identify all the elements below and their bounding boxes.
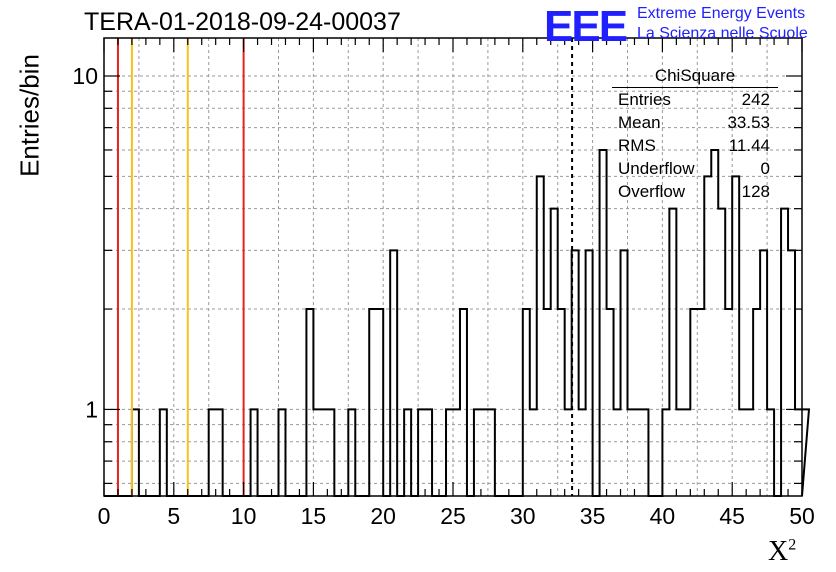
x-tick-label: 35	[580, 503, 606, 529]
x-axis-label-superscript: 2	[788, 536, 797, 554]
logo-caption-line2: La Scienza nelle Scuole	[637, 25, 808, 42]
stats-box-title: ChiSquare	[612, 66, 778, 88]
x-tick-label: 15	[301, 503, 327, 529]
histogram-outline	[104, 148, 811, 497]
stats-label: RMS	[618, 136, 656, 155]
logo-caption: Extreme Energy Events La Scienza nelle S…	[637, 4, 808, 44]
x-axis-label-base: X	[768, 536, 789, 567]
logo-caption-line1: Extreme Energy Events	[637, 5, 806, 22]
x-tick-label: 30	[510, 503, 536, 529]
stats-label: Entries	[618, 90, 671, 109]
x-tick-label: 10	[231, 503, 257, 529]
stats-label: Overflow	[618, 182, 686, 201]
stats-row-entries: Entries 242	[612, 88, 782, 111]
x-tick-label: 0	[98, 503, 111, 529]
eee-logo: EEE	[544, 2, 628, 51]
stats-value: 242	[741, 90, 770, 109]
stats-label: Underflow	[618, 159, 695, 178]
stats-value: 11.44	[728, 136, 770, 155]
x-tick-label: 25	[440, 503, 466, 529]
stats-value: 33.53	[727, 113, 770, 132]
stats-value: 128	[741, 182, 770, 201]
stats-row-mean: Mean 33.53	[612, 111, 782, 134]
x-tick-label: 50	[789, 503, 815, 529]
x-tick-label: 45	[719, 503, 745, 529]
y-tick-label: 10	[72, 63, 98, 89]
stats-row-overflow: Overflow 128	[612, 180, 782, 203]
stats-value: 0	[760, 159, 770, 178]
chart-title: TERA-01-2018-09-24-00037	[84, 8, 401, 36]
y-axis-label: Entries/bin	[14, 54, 45, 177]
x-tick-label: 20	[370, 503, 396, 529]
y-tick-label: 1	[85, 396, 98, 422]
stats-box: ChiSquare Entries 242 Mean 33.53 RMS 11.44 …	[612, 66, 782, 203]
stats-row-underflow: Underflow 0	[612, 157, 782, 180]
x-tick-label: 5	[167, 503, 180, 529]
x-tick-label: 40	[650, 503, 676, 529]
x-axis-label: X2	[768, 536, 796, 568]
stats-row-rms: RMS 11.44	[612, 134, 782, 157]
stats-label: Mean	[618, 113, 661, 132]
